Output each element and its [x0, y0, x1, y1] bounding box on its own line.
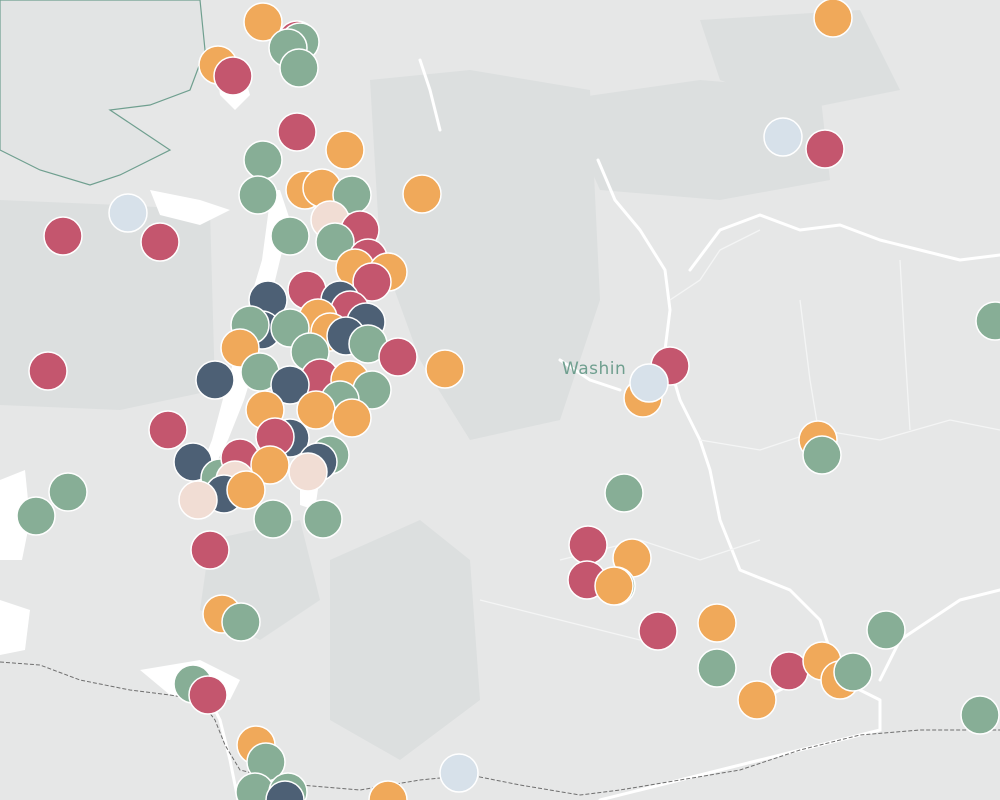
map-marker-navy[interactable]	[270, 365, 310, 405]
map-marker-red[interactable]	[638, 611, 678, 651]
map-marker-navy[interactable]	[195, 360, 235, 400]
map-marker-orange[interactable]	[425, 349, 465, 389]
map-marker-lightblue[interactable]	[439, 753, 479, 793]
map-marker-orange[interactable]	[594, 566, 634, 606]
map-marker-peach[interactable]	[288, 452, 328, 492]
map-marker-navy[interactable]	[265, 780, 305, 800]
map-marker-orange[interactable]	[737, 680, 777, 720]
map-marker-lightblue[interactable]	[763, 117, 803, 157]
map-marker-red[interactable]	[190, 530, 230, 570]
border-region	[0, 0, 206, 186]
map-marker-red[interactable]	[140, 222, 180, 262]
map-marker-green[interactable]	[866, 610, 906, 650]
map-marker-red[interactable]	[805, 129, 845, 169]
map-marker-green[interactable]	[253, 499, 293, 539]
state-label: Washin	[562, 359, 626, 379]
map-marker-red[interactable]	[277, 112, 317, 152]
map-marker-green[interactable]	[16, 496, 56, 536]
map-marker-red[interactable]	[28, 351, 68, 391]
map-marker-orange[interactable]	[697, 603, 737, 643]
map-marker-red[interactable]	[352, 262, 392, 302]
markers-layer	[16, 0, 1000, 800]
map-marker-green[interactable]	[303, 499, 343, 539]
map-marker-green[interactable]	[975, 301, 1000, 341]
map-marker-orange[interactable]	[813, 0, 853, 38]
map-marker-orange[interactable]	[243, 2, 283, 42]
map-marker-orange[interactable]	[250, 445, 290, 485]
map-marker-green[interactable]	[243, 140, 283, 180]
map-marker-green[interactable]	[802, 435, 842, 475]
map-marker-orange[interactable]	[402, 174, 442, 214]
map-marker-green[interactable]	[221, 602, 261, 642]
map-marker-red[interactable]	[213, 56, 253, 96]
map-marker-orange[interactable]	[226, 470, 266, 510]
map-marker-green[interactable]	[697, 648, 737, 688]
map-marker-green[interactable]	[833, 652, 873, 692]
map-marker-green[interactable]	[270, 216, 310, 256]
map-marker-red[interactable]	[568, 525, 608, 565]
map-marker-peach[interactable]	[178, 480, 218, 520]
map-marker-red[interactable]	[188, 675, 228, 715]
map-marker-red[interactable]	[378, 337, 418, 377]
map-marker-red[interactable]	[43, 216, 83, 256]
map-marker-green[interactable]	[48, 472, 88, 512]
map-marker-red[interactable]	[769, 651, 809, 691]
map-marker-orange[interactable]	[332, 398, 372, 438]
map-marker-lightblue[interactable]	[108, 193, 148, 233]
map-marker-lightblue[interactable]	[629, 363, 669, 403]
map-marker-green[interactable]	[279, 48, 319, 88]
map-marker-green[interactable]	[960, 695, 1000, 735]
map-marker-green[interactable]	[238, 175, 278, 215]
map-marker-orange[interactable]	[368, 780, 408, 800]
map-marker-orange[interactable]	[325, 130, 365, 170]
map-marker-red[interactable]	[148, 410, 188, 450]
map-marker-green[interactable]	[604, 473, 644, 513]
